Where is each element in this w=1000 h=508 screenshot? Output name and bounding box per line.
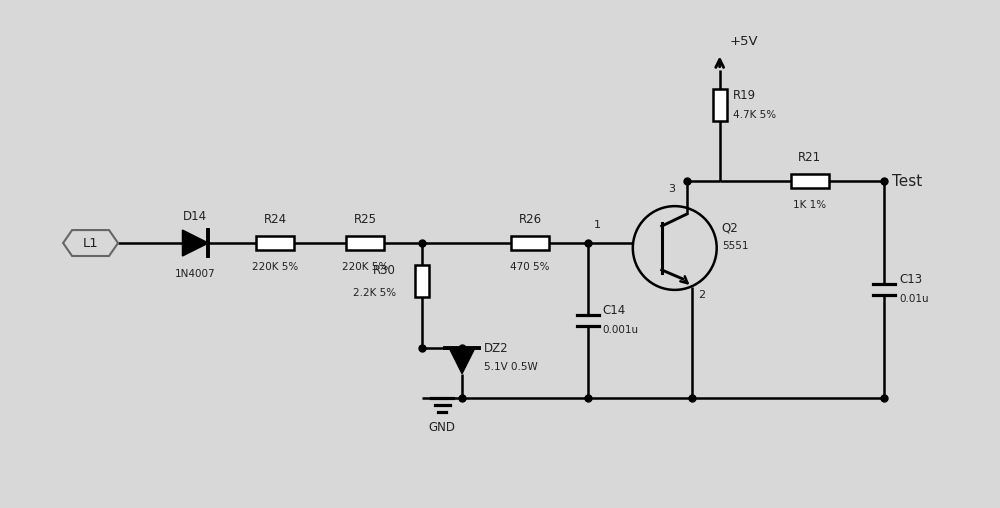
Text: DZ2: DZ2 [484, 342, 509, 355]
Text: R21: R21 [798, 151, 821, 164]
Text: +5V: +5V [730, 35, 758, 48]
Text: L1: L1 [83, 237, 98, 249]
Text: 1K 1%: 1K 1% [793, 200, 826, 210]
Text: 1: 1 [594, 220, 601, 230]
Bar [415, 265, 429, 297]
Bar [256, 236, 294, 250]
Text: C13: C13 [899, 273, 923, 286]
Text: 2.2K 5%: 2.2K 5% [353, 288, 396, 298]
Text: 5.1V 0.5W: 5.1V 0.5W [484, 362, 538, 372]
Text: 0.01u: 0.01u [899, 294, 929, 304]
Text: 4.7K 5%: 4.7K 5% [733, 110, 776, 120]
Text: 1N4007: 1N4007 [175, 269, 216, 279]
Text: R26: R26 [518, 212, 542, 226]
Text: D14: D14 [183, 210, 207, 223]
Text: 220K 5%: 220K 5% [342, 262, 388, 272]
Text: R25: R25 [354, 212, 377, 226]
Text: 5551: 5551 [722, 241, 748, 251]
Bar [511, 236, 549, 250]
Polygon shape [449, 348, 475, 374]
Text: Q2: Q2 [722, 221, 738, 235]
Polygon shape [182, 230, 208, 256]
Text: GND: GND [429, 421, 456, 434]
Text: 3: 3 [668, 184, 675, 194]
Text: 470 5%: 470 5% [510, 262, 550, 272]
Text: R19: R19 [733, 89, 756, 102]
Bar [791, 174, 829, 188]
Bar [713, 89, 727, 121]
Text: R30: R30 [373, 265, 396, 277]
Text: 2: 2 [698, 290, 705, 300]
Text: R24: R24 [264, 212, 287, 226]
Text: C14: C14 [603, 304, 626, 317]
Text: Test: Test [892, 174, 923, 188]
Bar [346, 236, 384, 250]
Text: 0.001u: 0.001u [603, 325, 639, 335]
Text: 220K 5%: 220K 5% [252, 262, 298, 272]
